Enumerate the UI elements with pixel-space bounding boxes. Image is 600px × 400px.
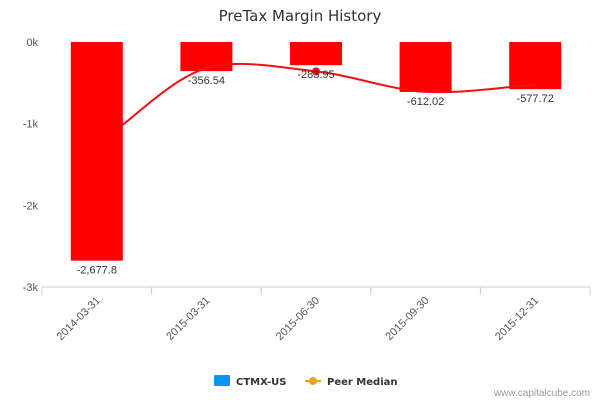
x-tick-label: 2014-03-31 [55, 295, 103, 343]
data-labels: -2,677.8 -356.54 -283.95 -612.02 -577.72 [77, 69, 554, 276]
credit-text: www.capitalcube.com [493, 388, 590, 399]
bar[interactable] [70, 42, 123, 261]
bar[interactable] [509, 42, 562, 90]
x-tick-label: 2015-09-30 [383, 295, 431, 343]
legend-item-peer-median[interactable]: Peer Median [305, 377, 398, 388]
y-tick-label: -1k [23, 119, 39, 131]
bar[interactable] [290, 42, 342, 66]
bar-data-label: -577.72 [517, 93, 554, 105]
peer-median-point[interactable] [312, 67, 320, 76]
legend-label-peer-median: Peer Median [327, 377, 398, 388]
chart-title: PreTax Margin History [219, 7, 382, 25]
legend-label-ctmx: CTMX-US [236, 377, 286, 388]
y-tick-label: 0k [26, 37, 38, 49]
bar[interactable] [180, 42, 233, 72]
legend-item-ctmx[interactable]: CTMX-US [214, 375, 286, 388]
y-tick-label: -2k [23, 200, 39, 212]
bar-data-label: -2,677.8 [77, 265, 117, 277]
bar[interactable] [399, 42, 452, 92]
legend: CTMX-US Peer Median [214, 375, 398, 388]
legend-marker-peer-median [309, 377, 317, 385]
x-tick-labels: 2014-03-31 2015-03-31 2015-06-30 2015-09-30… [55, 295, 542, 343]
bar-data-label: -356.54 [188, 75, 225, 87]
bar-series [70, 42, 562, 261]
x-axis [41, 286, 591, 295]
peer-median-series [118, 62, 536, 129]
bar-data-label: -283.95 [297, 69, 334, 81]
x-tick-label: 2015-03-31 [164, 295, 212, 343]
x-tick-label: 2015-06-30 [274, 295, 322, 343]
x-tick-label: 2015-12-31 [493, 295, 541, 343]
y-axis: 0k -1k -2k -3k [23, 37, 39, 294]
legend-swatch-ctmx [214, 375, 230, 386]
bar-data-label: -612.02 [407, 96, 444, 108]
y-tick-label: -3k [23, 282, 39, 294]
